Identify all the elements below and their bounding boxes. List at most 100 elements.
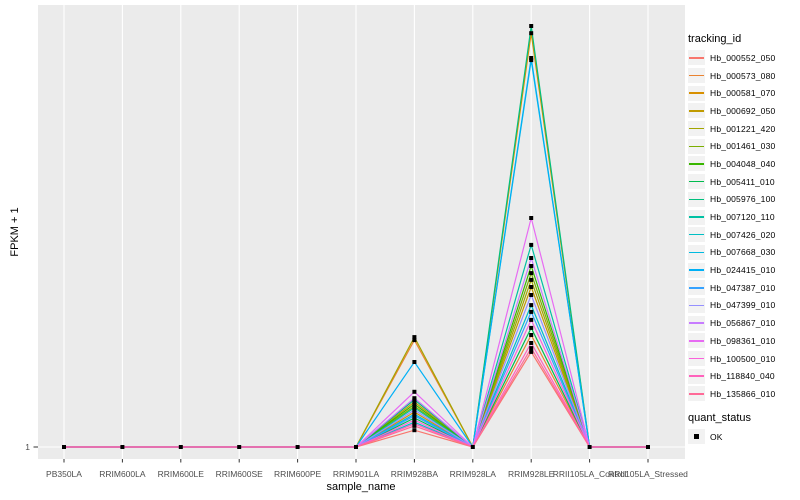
- legend-label: Hb_000581_070: [710, 88, 776, 99]
- legend-item-Hb_000552_050: Hb_000552_050: [688, 49, 800, 67]
- line-swatch-icon: [689, 233, 704, 236]
- legend-key: [688, 333, 705, 349]
- data-point: [120, 445, 125, 449]
- x-axis-title: sample_name: [326, 481, 396, 493]
- legend-label: Hb_100500_010: [710, 353, 776, 364]
- data-point: [412, 423, 417, 428]
- line-swatch-icon: [689, 163, 704, 165]
- data-point: [412, 396, 417, 401]
- legend-key: [688, 351, 705, 367]
- legend-label: Hb_004048_040: [710, 158, 776, 169]
- x-tick-label: RRIM901LA: [333, 469, 380, 479]
- data-point: [529, 277, 534, 282]
- legend-item-Hb_047399_010: Hb_047399_010: [688, 297, 800, 315]
- legend-label: Hb_007426_020: [710, 229, 776, 240]
- data-point: [470, 445, 475, 449]
- data-point: [412, 405, 417, 410]
- x-tick-label: RRIM928LE: [508, 469, 555, 479]
- data-point: [529, 333, 534, 337]
- legend-key: [688, 138, 705, 154]
- legend-item-Hb_001221_420: Hb_001221_420: [688, 120, 800, 138]
- legend-key: [688, 50, 705, 66]
- legend-label: Hb_135866_010: [710, 388, 776, 399]
- line-swatch-icon: [689, 340, 704, 342]
- legend-key: [688, 191, 705, 207]
- legend-tracking-items: Hb_000552_050 Hb_000573_080 Hb_000581_070 H…: [688, 49, 800, 403]
- data-point: [646, 445, 650, 449]
- legend-key: [688, 68, 705, 84]
- legend-key: [688, 244, 705, 260]
- data-point: [412, 413, 417, 418]
- legend-item-Hb_047387_010: Hb_047387_010: [688, 279, 800, 297]
- legend-label: Hb_007668_030: [710, 247, 776, 258]
- legend-label: Hb_000573_080: [710, 70, 776, 81]
- legend-label: Hb_001221_420: [710, 123, 776, 134]
- data-point: [529, 325, 534, 330]
- x-tick-label: PB350LA: [46, 469, 82, 479]
- data-point: [237, 445, 242, 449]
- data-point: [529, 317, 534, 322]
- legend-label: Hb_024415_010: [710, 265, 776, 276]
- legend-item-Hb_118840_040: Hb_118840_040: [688, 367, 800, 385]
- legend-item-Hb_007668_030: Hb_007668_030: [688, 244, 800, 262]
- legend-label: Hb_098361_010: [710, 335, 776, 346]
- legend-item-ok: OK: [688, 428, 800, 446]
- legend-label-ok: OK: [710, 431, 723, 442]
- x-tick-label: RRIM600SE: [216, 469, 264, 479]
- legend-label: Hb_000692_050: [710, 105, 776, 116]
- legend-item-Hb_098361_010: Hb_098361_010: [688, 332, 800, 350]
- legend-item-Hb_007426_020: Hb_007426_020: [688, 226, 800, 244]
- legend-label: Hb_056867_010: [710, 318, 776, 329]
- data-point: [529, 341, 534, 345]
- data-point: [587, 445, 592, 449]
- x-tick-label: RRIM928BA: [391, 469, 439, 479]
- square-point-icon: [694, 434, 699, 439]
- legend-key: [688, 227, 705, 243]
- legend-item-Hb_000581_070: Hb_000581_070: [688, 84, 800, 102]
- y-axis-title: FPKM + 1: [9, 207, 21, 257]
- legend-item-Hb_000692_050: Hb_000692_050: [688, 102, 800, 120]
- legend-key: [688, 85, 705, 101]
- data-point: [412, 408, 417, 412]
- legend-item-Hb_135866_010: Hb_135866_010: [688, 385, 800, 403]
- line-swatch-icon: [689, 198, 704, 201]
- data-point: [529, 242, 534, 247]
- data-point: [529, 256, 534, 260]
- legend-item-Hb_007120_110: Hb_007120_110: [688, 208, 800, 226]
- legend-key: [688, 315, 705, 331]
- panel-background: [38, 5, 685, 459]
- data-point: [529, 264, 534, 268]
- data-point: [295, 445, 300, 449]
- legend-key: [688, 103, 705, 119]
- legend-label: Hb_047387_010: [710, 282, 776, 293]
- line-swatch-icon: [689, 251, 704, 254]
- x-tick-label: RRIM928LA: [450, 469, 497, 479]
- data-point: [412, 410, 417, 415]
- legend-key: [688, 209, 705, 225]
- data-point: [412, 402, 417, 407]
- x-tick-label: RRII105LA_Stressed: [608, 469, 688, 479]
- line-swatch-icon: [689, 216, 704, 218]
- line-swatch-icon: [689, 322, 704, 324]
- data-point: [529, 349, 534, 354]
- x-tick-label: RRIM600LE: [158, 469, 205, 479]
- legend-label: Hb_001461_030: [710, 141, 776, 152]
- legend-label: Hb_000552_050: [710, 52, 776, 63]
- legend-title-tracking-id: tracking_id: [688, 33, 742, 45]
- legend-key: [688, 156, 705, 172]
- legend-label: Hb_047399_010: [710, 300, 776, 311]
- data-point: [412, 389, 417, 394]
- legend-label: Hb_118840_040: [710, 371, 775, 382]
- legend-item-Hb_004048_040: Hb_004048_040: [688, 155, 800, 173]
- legend-item-Hb_100500_010: Hb_100500_010: [688, 350, 800, 368]
- legend-item-Hb_024415_010: Hb_024415_010: [688, 261, 800, 279]
- line-swatch-icon: [689, 357, 704, 360]
- line-swatch-icon: [689, 57, 704, 59]
- legend-item-Hb_001461_030: Hb_001461_030: [688, 137, 800, 155]
- data-point: [529, 346, 534, 351]
- legend-label: Hb_007120_110: [710, 212, 775, 223]
- data-point: [62, 445, 66, 449]
- line-swatch-icon: [689, 304, 704, 307]
- legend-key: [688, 262, 705, 278]
- line-swatch-icon: [689, 180, 704, 183]
